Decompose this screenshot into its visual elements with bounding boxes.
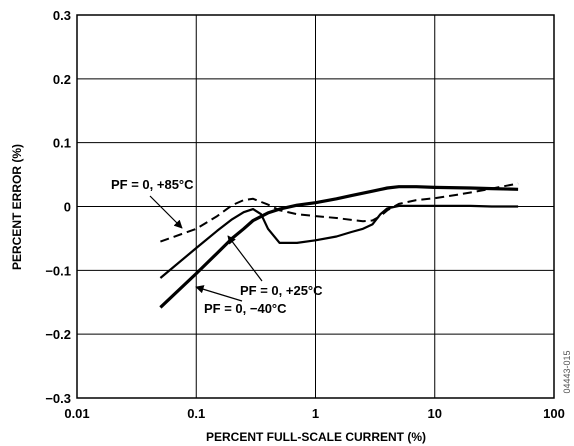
y-tick-label: 0.1 <box>53 136 71 151</box>
y-tick-label: 0.3 <box>53 8 71 23</box>
series-annotation-0: PF = 0, +85°C <box>111 177 194 192</box>
annotation-leader-0 <box>149 195 183 229</box>
figure-id: 04443-015 <box>562 350 572 393</box>
y-axis-title: PERCENT ERROR (%) <box>10 144 24 270</box>
y-tick-label: −0.2 <box>45 327 71 342</box>
x-tick-labels: 0.01 0.1 1 10 100 <box>64 406 565 421</box>
y-tick-label: 0 <box>64 200 71 215</box>
series-line-1 <box>159 204 519 279</box>
x-tick-label: 1 <box>312 406 319 421</box>
annotation-leader-1 <box>227 235 263 282</box>
x-tick-label: 0.1 <box>187 406 205 421</box>
series-annotation-1: PF = 0, +25°C <box>240 283 323 298</box>
series-annotations: PF = 0, +85°C PF = 0, +25°C PF = 0, −40°C <box>111 177 323 316</box>
series-line-0 <box>160 182 519 243</box>
y-tick-label: 0.2 <box>53 72 71 87</box>
annotation-leader-2 <box>195 285 243 302</box>
y-tick-label: −0.3 <box>45 391 71 406</box>
x-axis-title: PERCENT FULL-SCALE CURRENT (%) <box>206 430 426 444</box>
series-annotation-2: PF = 0, −40°C <box>204 301 287 316</box>
x-tick-label: 10 <box>428 406 442 421</box>
plot-frame <box>76 14 555 399</box>
x-tick-label: 100 <box>543 406 565 421</box>
y-tick-label: −0.1 <box>45 263 71 278</box>
y-tick-labels: 0.3 0.2 0.1 0 −0.1 −0.2 −0.3 <box>45 8 71 406</box>
x-tick-label: 0.01 <box>64 406 89 421</box>
